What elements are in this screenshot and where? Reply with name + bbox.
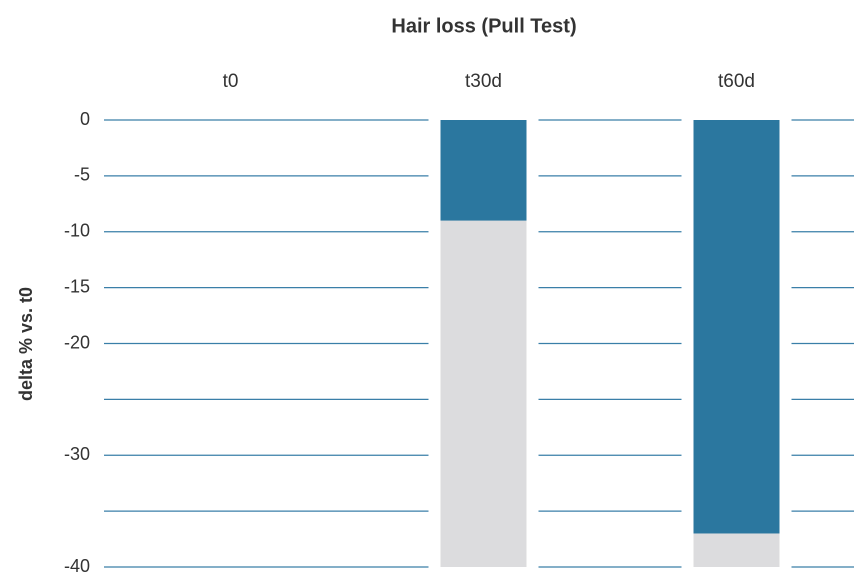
y-axis-label: delta % vs. t0 [16, 287, 36, 401]
bar [693, 120, 780, 534]
y-tick-label: -10 [64, 221, 90, 241]
x-tick-label: t0 [223, 71, 239, 92]
chart-title: Hair loss (Pull Test) [391, 15, 576, 37]
x-tick-label: t30d [465, 71, 502, 92]
y-tick-label: -40 [64, 556, 90, 576]
y-tick-label: -30 [64, 444, 90, 464]
y-tick-label: -5 [74, 165, 90, 185]
y-tick-label: 0 [80, 109, 90, 129]
bar [440, 120, 527, 221]
y-tick-label: -15 [64, 276, 90, 296]
y-tick-label: -20 [64, 332, 90, 352]
x-tick-label: t60d [718, 71, 755, 92]
